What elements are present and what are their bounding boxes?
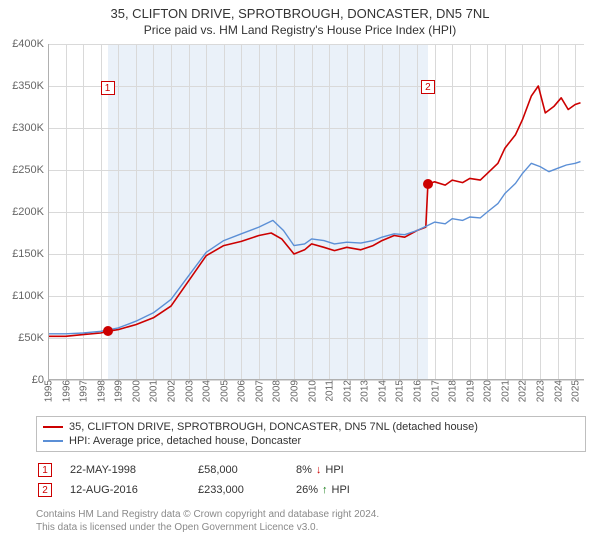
sale-row: 2 12-AUG-2016 £233,000 26% ↑ HPI bbox=[36, 480, 586, 500]
sale-diff-pct: 8% bbox=[296, 464, 312, 476]
license-line: Contains HM Land Registry data © Crown c… bbox=[36, 508, 586, 521]
sale-row-marker: 1 bbox=[38, 463, 52, 477]
sale-marker-box: 2 bbox=[421, 80, 435, 94]
x-tick-label: 2011 bbox=[325, 380, 336, 402]
sale-diff-label: HPI bbox=[325, 464, 343, 476]
x-tick-label: 2008 bbox=[272, 380, 283, 402]
sale-row-marker: 2 bbox=[38, 483, 52, 497]
legend-row: HPI: Average price, detached house, Donc… bbox=[43, 434, 579, 448]
x-tick-label: 2006 bbox=[237, 380, 248, 402]
x-tick-label: 1996 bbox=[61, 380, 72, 402]
x-tick-label: 2025 bbox=[571, 380, 582, 402]
x-tick-label: 2021 bbox=[500, 380, 511, 402]
x-tick-label: 2014 bbox=[377, 380, 388, 402]
y-tick-label: £350K bbox=[12, 80, 48, 92]
sale-date: 22-MAY-1998 bbox=[70, 464, 180, 476]
license-line: This data is licensed under the Open Gov… bbox=[36, 521, 586, 534]
arrow-up-icon: ↑ bbox=[322, 484, 328, 496]
y-tick-label: £100K bbox=[12, 290, 48, 302]
arrow-down-icon: ↓ bbox=[316, 464, 322, 476]
sale-diff-pct: 26% bbox=[296, 484, 318, 496]
x-tick-label: 1997 bbox=[79, 380, 90, 402]
x-tick-label: 2002 bbox=[167, 380, 178, 402]
sale-row: 1 22-MAY-1998 £58,000 8% ↓HPI bbox=[36, 460, 586, 480]
line-series-layer bbox=[48, 44, 584, 380]
x-tick-label: 2019 bbox=[465, 380, 476, 402]
x-tick-label: 1999 bbox=[114, 380, 125, 402]
legend-block: 35, CLIFTON DRIVE, SPROTBROUGH, DONCASTE… bbox=[36, 416, 586, 534]
y-tick-label: £150K bbox=[12, 248, 48, 260]
chart-subtitle: Price paid vs. HM Land Registry's House … bbox=[0, 23, 600, 37]
x-tick-label: 2018 bbox=[448, 380, 459, 402]
sale-price: £233,000 bbox=[198, 484, 278, 496]
x-tick-label: 2020 bbox=[483, 380, 494, 402]
x-tick-label: 2017 bbox=[430, 380, 441, 402]
chart-container: 35, CLIFTON DRIVE, SPROTBROUGH, DONCASTE… bbox=[0, 0, 600, 560]
x-tick-label: 2022 bbox=[518, 380, 529, 402]
x-tick-label: 2012 bbox=[342, 380, 353, 402]
sale-marker-dot bbox=[423, 179, 433, 189]
x-tick-label: 2015 bbox=[395, 380, 406, 402]
sale-marker-dot bbox=[103, 326, 113, 336]
sale-diff-label: HPI bbox=[332, 484, 350, 496]
y-tick-label: £200K bbox=[12, 206, 48, 218]
sale-price: £58,000 bbox=[198, 464, 278, 476]
x-tick-label: 2009 bbox=[290, 380, 301, 402]
legend-label: HPI: Average price, detached house, Donc… bbox=[69, 435, 301, 447]
x-tick-label: 2016 bbox=[413, 380, 424, 402]
x-tick-label: 2024 bbox=[553, 380, 564, 402]
y-tick-label: £50K bbox=[18, 332, 48, 344]
x-tick-label: 2013 bbox=[360, 380, 371, 402]
x-tick-label: 1998 bbox=[96, 380, 107, 402]
y-tick-label: £400K bbox=[12, 38, 48, 50]
x-tick-label: 1995 bbox=[44, 380, 55, 402]
y-tick-label: £250K bbox=[12, 164, 48, 176]
x-tick-label: 2023 bbox=[536, 380, 547, 402]
y-tick-label: £300K bbox=[12, 122, 48, 134]
legend-label: 35, CLIFTON DRIVE, SPROTBROUGH, DONCASTE… bbox=[69, 421, 478, 433]
x-tick-label: 2003 bbox=[184, 380, 195, 402]
x-tick-label: 2005 bbox=[219, 380, 230, 402]
sale-diff: 26% ↑ HPI bbox=[296, 484, 350, 496]
plot-area: 12 £0£50K£100K£150K£200K£250K£300K£350K£… bbox=[48, 44, 584, 380]
legend-swatch bbox=[43, 440, 63, 442]
series-line-hpi bbox=[48, 162, 581, 334]
sale-marker-box: 1 bbox=[101, 81, 115, 95]
x-tick-label: 2010 bbox=[307, 380, 318, 402]
x-tick-label: 2000 bbox=[131, 380, 142, 402]
x-tick-label: 2004 bbox=[202, 380, 213, 402]
license-text: Contains HM Land Registry data © Crown c… bbox=[36, 508, 586, 534]
sale-diff: 8% ↓HPI bbox=[296, 464, 344, 476]
sales-table: 122-MAY-1998£58,0008%↓HPI212-AUG-2016£23… bbox=[36, 460, 586, 500]
series-line-property bbox=[48, 86, 581, 336]
legend-row: 35, CLIFTON DRIVE, SPROTBROUGH, DONCASTE… bbox=[43, 420, 579, 434]
sale-date: 12-AUG-2016 bbox=[70, 484, 180, 496]
legend-swatch bbox=[43, 426, 63, 428]
legend-series-box: 35, CLIFTON DRIVE, SPROTBROUGH, DONCASTE… bbox=[36, 416, 586, 452]
x-tick-label: 2001 bbox=[149, 380, 160, 402]
chart-title: 35, CLIFTON DRIVE, SPROTBROUGH, DONCASTE… bbox=[0, 6, 600, 21]
x-tick-label: 2007 bbox=[254, 380, 265, 402]
titles: 35, CLIFTON DRIVE, SPROTBROUGH, DONCASTE… bbox=[0, 0, 600, 37]
